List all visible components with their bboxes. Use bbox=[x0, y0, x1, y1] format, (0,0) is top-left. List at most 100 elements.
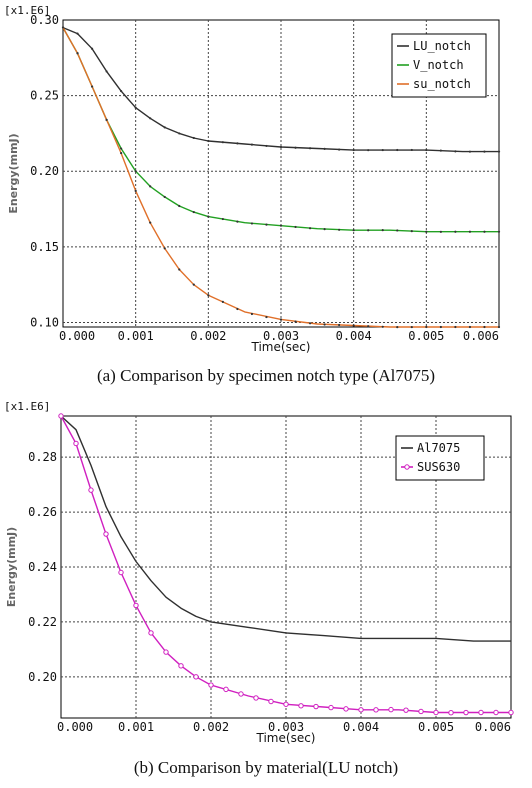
b-point-SUS630 bbox=[298, 703, 304, 709]
a-point-su_notch bbox=[396, 325, 399, 329]
a-point-LU_notch bbox=[381, 148, 384, 152]
b-legend-box bbox=[395, 435, 485, 481]
b-x-tick-label: 0.006 bbox=[475, 720, 511, 734]
a-point-su_notch bbox=[279, 318, 283, 321]
a-point-LU_notch bbox=[425, 148, 428, 152]
a-point-su_notch bbox=[192, 283, 195, 286]
a-point-su_notch bbox=[61, 26, 65, 29]
b-point-SUS630 bbox=[388, 706, 394, 713]
b-point-SUS630 bbox=[358, 707, 364, 713]
b-point-SUS630 bbox=[178, 663, 184, 669]
a-x-tick-label: 0.000 bbox=[59, 329, 95, 343]
a-point-LU_notch bbox=[410, 148, 413, 152]
b-x-tick-label: 0.001 bbox=[118, 720, 154, 734]
a-point-V_notch bbox=[323, 228, 326, 231]
a-point-su_notch bbox=[207, 294, 210, 297]
b-point-SUS630 bbox=[193, 674, 199, 680]
a-point-V_notch bbox=[367, 229, 370, 232]
a-x-tick-label: 0.003 bbox=[263, 329, 299, 343]
a-point-su_notch bbox=[308, 322, 312, 325]
a-point-LU_notch bbox=[323, 147, 326, 150]
b-legend-marker-SUS630 bbox=[404, 464, 410, 470]
a-point-su_notch bbox=[381, 325, 384, 328]
a-multiplier-label: [x1.E6] bbox=[4, 4, 50, 17]
figure-a: 0.000 0.001 0.002 0.003 0.004 0.005 0.006 0.10 0… bbox=[0, 0, 532, 392]
a-point-LU_notch bbox=[468, 150, 472, 153]
b-point-SUS630 bbox=[223, 686, 229, 693]
a-point-LU_notch bbox=[439, 149, 442, 152]
a-y-tick-label: 0.30 bbox=[30, 13, 59, 27]
a-point-su_notch bbox=[178, 268, 181, 271]
a-point-su_notch bbox=[76, 52, 79, 55]
b-series-line-Al7075 bbox=[60, 415, 511, 642]
b-point-SUS630 bbox=[418, 708, 424, 715]
a-point-LU_notch bbox=[396, 148, 399, 152]
a-point-LU_notch bbox=[178, 132, 181, 135]
b-x-axis-label: Time(sec) bbox=[256, 731, 316, 745]
a-point-su_notch bbox=[236, 307, 239, 311]
b-x-tick-label: 0.003 bbox=[268, 720, 304, 734]
b-y-tick-label: 0.26 bbox=[28, 505, 57, 519]
a-point-su_notch bbox=[294, 320, 297, 323]
a-point-V_notch bbox=[294, 225, 297, 229]
a-point-V_notch bbox=[468, 230, 472, 233]
a-point-LU_notch bbox=[221, 141, 224, 144]
a-point-V_notch bbox=[338, 228, 341, 231]
b-series-group bbox=[58, 413, 514, 716]
b-y-tick-label: 0.28 bbox=[28, 450, 57, 464]
b-point-SUS630 bbox=[493, 709, 499, 716]
a-point-su_notch bbox=[90, 85, 94, 88]
b-point-SUS630 bbox=[403, 707, 409, 713]
b-x-tick-label: 0.004 bbox=[343, 720, 379, 734]
a-point-su_notch bbox=[410, 325, 413, 329]
a-point-V_notch bbox=[396, 229, 399, 232]
b-point-SUS630 bbox=[508, 709, 514, 716]
a-point-LU_notch bbox=[338, 148, 341, 151]
a-y-tick-label: 0.20 bbox=[30, 164, 59, 178]
a-point-su_notch bbox=[265, 315, 268, 319]
a-point-su_notch bbox=[149, 221, 152, 224]
a-point-LU_notch bbox=[294, 146, 297, 149]
a-point-V_notch bbox=[454, 230, 457, 233]
a-x-tick-label: 0.001 bbox=[118, 329, 154, 343]
a-point-su_notch bbox=[497, 325, 501, 329]
a-point-V_notch bbox=[308, 227, 312, 230]
a-point-LU_notch bbox=[497, 150, 501, 153]
b-y-tick-label: 0.22 bbox=[28, 615, 57, 629]
a-x-tick-label: 0.004 bbox=[336, 329, 372, 343]
a-point-LU_notch bbox=[308, 147, 312, 150]
a-point-su_notch bbox=[439, 325, 442, 329]
a-point-LU_notch bbox=[105, 70, 108, 73]
a-point-V_notch bbox=[149, 185, 152, 188]
a-point-su_notch bbox=[120, 151, 123, 155]
a-point-V_notch bbox=[178, 204, 181, 208]
b-point-SUS630 bbox=[478, 709, 484, 716]
a-point-LU_notch bbox=[265, 144, 268, 148]
a-point-LU_notch bbox=[192, 136, 195, 140]
b-multiplier-label: [x1.E6] bbox=[4, 400, 50, 413]
a-legend-label-LU_notch: LU_notch bbox=[413, 39, 471, 53]
caption-a: (a) Comparison by specimen notch type (A… bbox=[96, 366, 436, 385]
b-point-SUS630 bbox=[463, 709, 469, 716]
a-point-V_notch bbox=[120, 147, 123, 150]
b-y-axis-label: Energy(mmJ) bbox=[5, 527, 18, 607]
a-point-LU_notch bbox=[134, 106, 137, 109]
a-y-tick-label: 0.25 bbox=[30, 89, 59, 103]
b-y-tick-label: 0.20 bbox=[28, 670, 57, 684]
b-point-SUS630 bbox=[103, 531, 109, 537]
a-point-V_notch bbox=[134, 170, 137, 173]
b-point-SUS630 bbox=[283, 701, 289, 707]
b-point-SUS630 bbox=[148, 630, 154, 636]
a-point-LU_notch bbox=[352, 148, 355, 152]
a-point-su_notch bbox=[323, 323, 326, 326]
a-legend-label-su_notch: su_notch bbox=[413, 77, 471, 91]
a-point-LU_notch bbox=[483, 150, 486, 153]
a-point-LU_notch bbox=[76, 32, 79, 35]
a-point-LU_notch bbox=[367, 149, 370, 152]
b-point-SUS630 bbox=[58, 413, 64, 419]
chart-b: 0.000 0.001 0.002 0.003 0.004 0.005 0.006 0.20 0… bbox=[4, 400, 514, 745]
b-point-SUS630 bbox=[118, 569, 124, 576]
b-legend-label-Al7075: Al7075 bbox=[417, 441, 460, 455]
a-point-su_notch bbox=[425, 325, 428, 329]
a-y-tick-label: 0.10 bbox=[30, 315, 59, 329]
